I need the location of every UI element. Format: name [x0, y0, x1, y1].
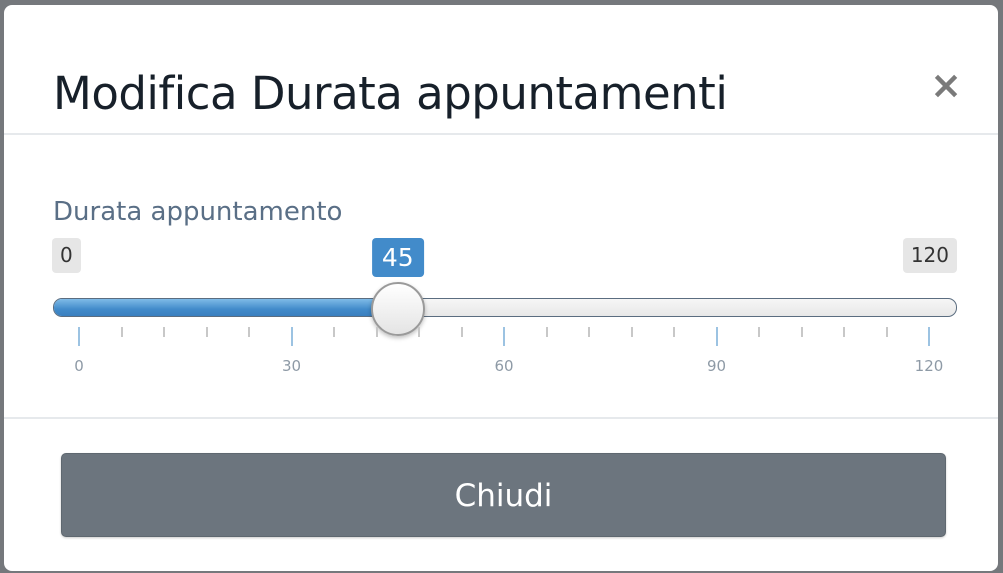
- major-tick: [503, 327, 505, 346]
- footer-divider: [4, 417, 998, 419]
- tick-label: 0: [74, 357, 84, 375]
- minor-tick: [673, 327, 675, 337]
- minor-tick: [758, 327, 760, 337]
- major-tick: [290, 327, 293, 346]
- tick-label: 60: [494, 357, 514, 375]
- minor-tick: [460, 327, 463, 337]
- minor-tick: [545, 327, 548, 337]
- close-icon[interactable]: ×: [930, 63, 962, 107]
- slider-track[interactable]: [53, 298, 957, 317]
- major-tick: [928, 327, 930, 346]
- slider-handle[interactable]: [370, 282, 425, 336]
- minor-tick: [333, 327, 335, 337]
- tick-label: 30: [281, 357, 302, 375]
- tick-label: 90: [706, 357, 727, 375]
- minor-tick: [843, 327, 845, 337]
- minor-tick: [588, 327, 590, 337]
- minor-tick: [120, 327, 123, 337]
- modal-title: Modifica Durata appuntamenti: [53, 67, 728, 120]
- minor-tick: [630, 327, 633, 337]
- minor-tick: [375, 327, 378, 337]
- minor-tick: [885, 327, 888, 337]
- header-divider: [4, 133, 998, 135]
- slider-fill: [54, 299, 399, 316]
- minor-tick: [248, 327, 250, 337]
- slider-value-label: 45: [371, 238, 424, 277]
- major-tick: [78, 327, 80, 346]
- modal-dialog: Modifica Durata appuntamenti × Durata ap…: [4, 5, 998, 571]
- slider-label: Durata appuntamento: [53, 197, 343, 227]
- minor-tick: [163, 327, 165, 337]
- minor-tick: [205, 327, 208, 337]
- minor-tick: [800, 327, 803, 337]
- slider-max-label: 120: [902, 238, 957, 273]
- minor-tick: [418, 327, 420, 337]
- slider-min-label: 0: [52, 238, 81, 273]
- tick-label: 120: [914, 357, 944, 375]
- major-tick: [715, 327, 718, 346]
- close-button[interactable]: Chiudi: [61, 453, 946, 537]
